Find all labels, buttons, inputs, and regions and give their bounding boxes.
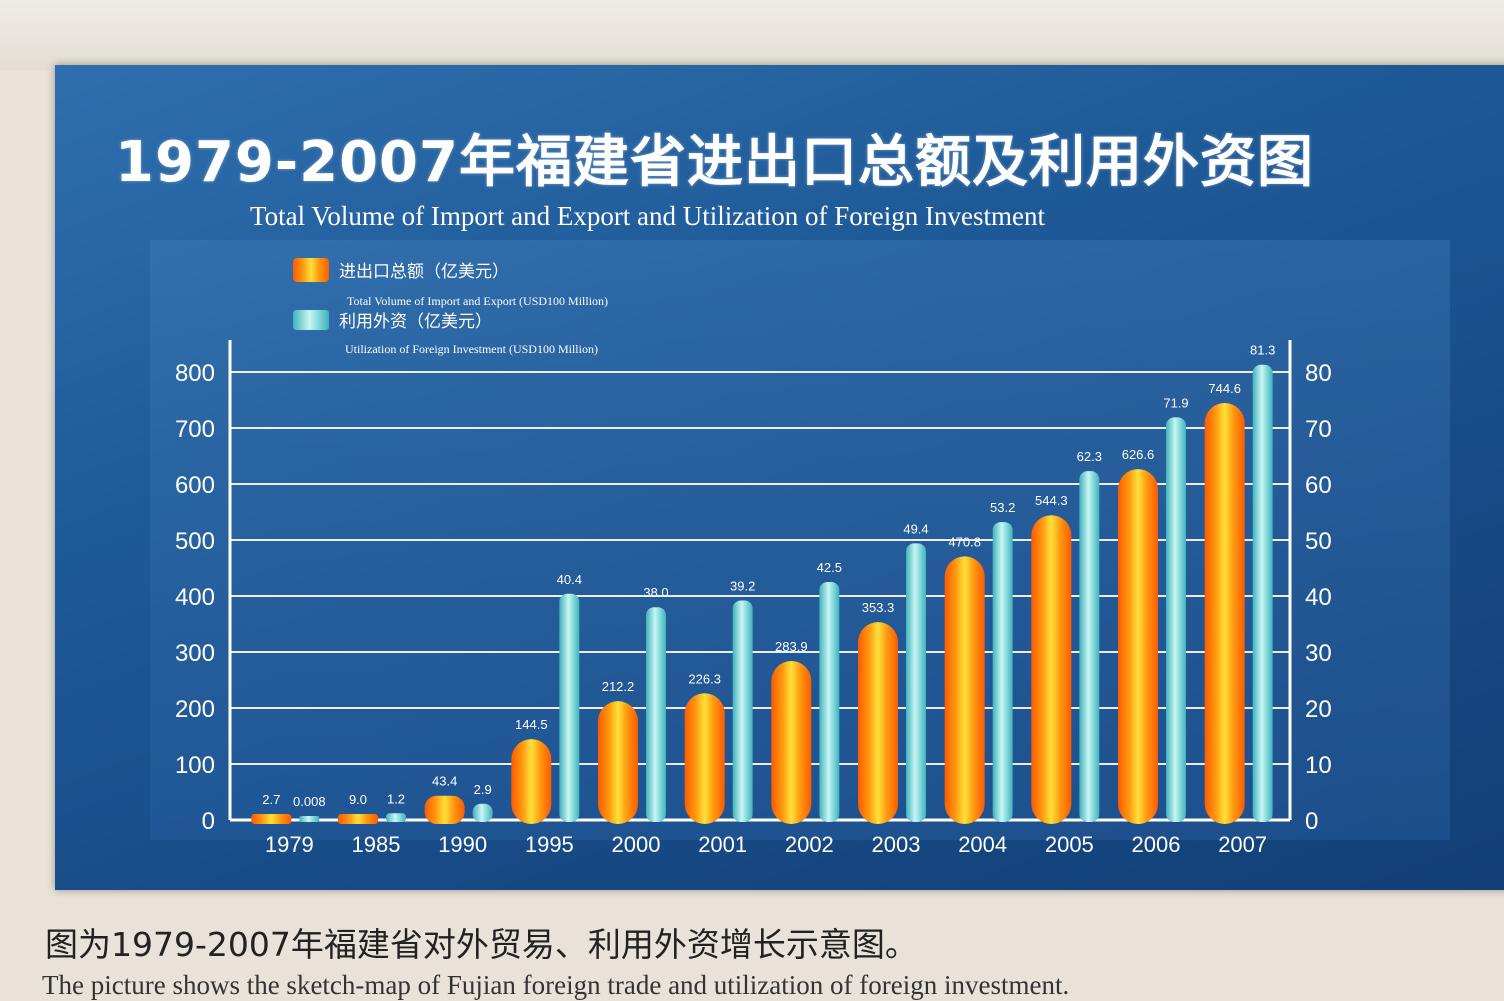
bar-trade [598,701,638,824]
y-tick-right: 80 [1305,360,1332,387]
legend-label-fdi: 利用外资（亿美元） [339,312,492,332]
y-tick-left: 300 [175,640,215,667]
bar-fdi [819,582,840,822]
x-tick-label: 1985 [352,832,401,857]
bar-fdi [1166,417,1186,822]
bar-trade-label: 544.3 [1035,493,1068,508]
bar-fdi [906,543,926,822]
x-tick-label: 1995 [525,832,574,857]
bar-fdi [472,803,493,822]
bar-fdi [559,593,580,822]
y-tick-left: 200 [175,696,215,723]
bar-trade [1118,469,1158,824]
y-tick-right: 20 [1305,696,1332,723]
bar-fdi-label: 39.2 [730,578,755,593]
bar-trade-label: 212.2 [602,679,635,694]
y-tick-left: 700 [175,416,215,443]
x-tick-label: 2005 [1045,832,1094,857]
y-tick-left: 600 [175,472,215,499]
bar-trade-label: 226.3 [688,671,721,686]
x-tick-label: 2003 [872,832,921,857]
x-tick-label: 1990 [438,832,487,857]
legend-label-trade: 进出口总额（亿美元） [339,262,509,282]
bar-fdi-label: 42.5 [817,560,842,575]
bar-fdi-label: 71.9 [1163,395,1188,410]
bar-fdi-label: 40.4 [557,572,582,587]
bar-trade-label: 9.0 [349,792,367,807]
caption-en: The picture shows the sketch-map of Fuji… [42,970,1070,1000]
bar-fdi [1079,471,1100,822]
bar-trade [511,739,552,824]
caption-zh: 图为1979-2007年福建省对外贸易、利用外资增长示意图。 [45,925,918,964]
bar-fdi-label: 53.2 [990,500,1015,515]
y-tick-right: 60 [1305,472,1332,499]
wall-background [0,0,1504,70]
bar-fdi-label: 49.4 [903,521,928,536]
bar-trade-label: 43.4 [432,774,457,789]
bar-trade-label: 470.8 [948,534,981,549]
legend-label-fdi-en: Utilization of Foreign Investment (USD10… [345,342,598,356]
bar-trade-label: 626.6 [1122,447,1155,462]
bar-trade-label: 283.9 [775,639,808,654]
bar-fdi [992,522,1013,822]
chart-title-en: Total Volume of Import and Export and Ut… [250,201,1045,231]
legend-label-trade-en: Total Volume of Import and Export (USD10… [347,294,608,308]
x-tick-label: 2002 [785,832,834,857]
chart-title-zh: 1979-2007年福建省进出口总额及利用外资图 [115,130,1314,195]
bar-trade [424,795,465,824]
bar-fdi-label: 62.3 [1077,449,1102,464]
x-tick-label: 2007 [1218,832,1267,857]
bar-trade [944,556,985,824]
y-tick-right: 50 [1305,528,1332,555]
bar-fdi-label: 1.2 [387,791,405,806]
bar-fdi-label: 0.008 [293,794,326,809]
bar-trade-label: 144.5 [515,717,548,732]
bar-trade [858,622,898,824]
bar-trade [338,814,378,824]
y-tick-right: 0 [1305,808,1318,835]
x-tick-label: 1979 [265,832,314,857]
x-tick-label: 2000 [612,832,661,857]
x-tick-label: 2004 [958,832,1007,857]
x-tick-label: 2001 [698,832,747,857]
bar-trade [251,814,292,824]
y-tick-right: 30 [1305,640,1332,667]
bar-fdi [732,600,753,822]
x-tick-label: 2006 [1132,832,1181,857]
legend-swatch-trade [293,258,329,282]
bar-fdi-label: 38.0 [643,585,668,600]
bar-fdi-label: 2.9 [474,782,492,797]
bar-fdi [299,816,320,822]
bar-trade [1204,403,1245,824]
bar-trade-label: 744.6 [1208,381,1241,396]
bar-trade-label: 353.3 [862,600,895,615]
y-tick-left: 100 [175,752,215,779]
bar-trade [1031,515,1072,824]
bar-fdi-label: 81.3 [1250,343,1275,358]
y-tick-right: 40 [1305,584,1332,611]
bar-trade-label: 2.7 [262,792,280,807]
bar-fdi [386,813,406,822]
bar-trade [684,693,725,824]
legend-swatch-fdi [293,310,329,330]
y-tick-left: 800 [175,360,215,387]
bar-fdi [1252,364,1273,822]
bar-trade [771,661,812,824]
y-tick-left: 0 [202,808,215,835]
y-tick-right: 10 [1305,752,1332,779]
legend: 进出口总额（亿美元） Total Volume of Import and Ex… [293,258,608,356]
bar-fdi [646,607,666,822]
y-tick-left: 500 [175,528,215,555]
y-tick-left: 400 [175,584,215,611]
y-tick-right: 70 [1305,416,1332,443]
